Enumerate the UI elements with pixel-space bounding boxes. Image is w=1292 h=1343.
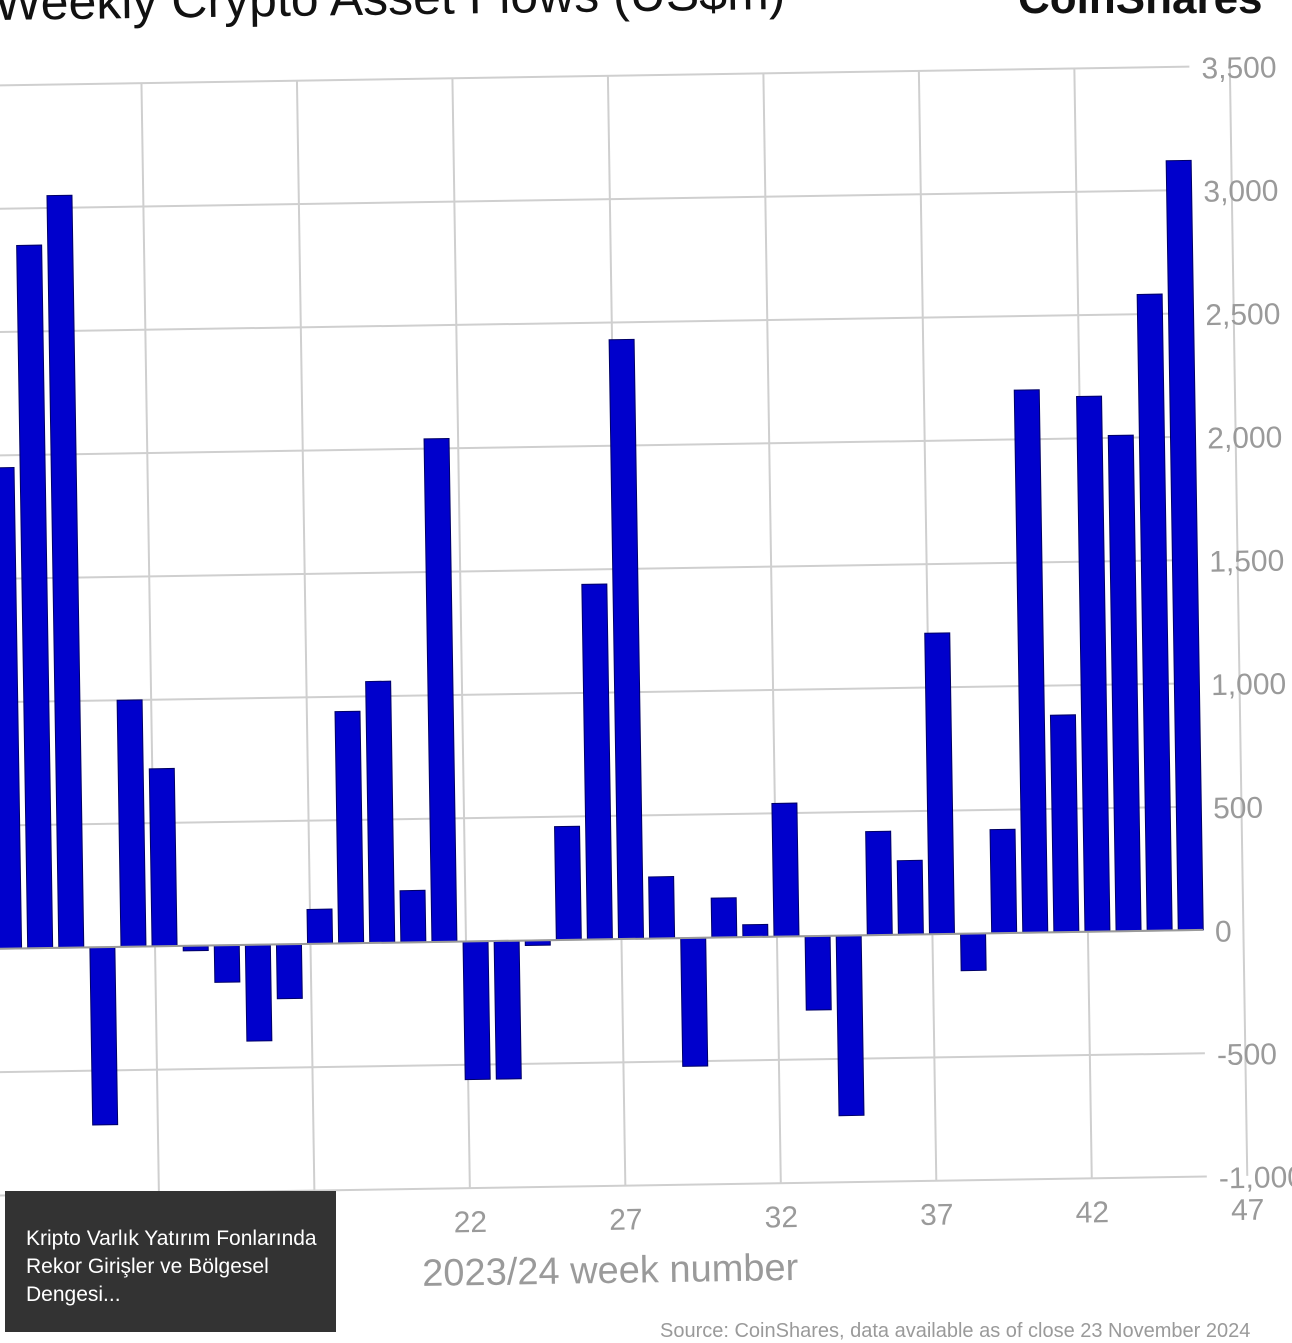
bar-week-11 — [89, 946, 119, 1126]
gridline-vertical — [917, 70, 938, 1181]
bar-week-20 — [365, 680, 396, 944]
y-tick-label: 3,500 — [1201, 51, 1277, 85]
bar-week-17 — [275, 943, 303, 1000]
x-tick-label: 32 — [764, 1201, 798, 1235]
gridline-horizontal — [0, 1052, 1205, 1074]
bar-week-35 — [835, 934, 865, 1117]
y-tick-label: 500 — [1213, 792, 1264, 826]
bar-week-12 — [116, 699, 147, 948]
bar-week-37 — [896, 859, 924, 936]
y-tick-label: -1,000 — [1219, 1161, 1292, 1195]
bar-week-24 — [493, 940, 522, 1080]
bar-week-18 — [306, 908, 334, 945]
y-tick-label: 2,000 — [1207, 421, 1283, 455]
y-tick-label: 3,000 — [1203, 175, 1279, 209]
bar-week-23 — [462, 940, 491, 1081]
bar-week-26 — [554, 825, 582, 941]
bar-week-34 — [804, 935, 832, 1011]
x-axis-label: 2023/24 week number — [422, 1247, 799, 1295]
zero-line — [0, 928, 1203, 950]
bar-week-27 — [581, 583, 613, 941]
bar-week-44 — [1107, 434, 1142, 932]
bar-week-28 — [608, 338, 645, 940]
gridline-horizontal — [0, 558, 1198, 581]
bar-week-30 — [680, 937, 709, 1067]
bar-week-16 — [244, 944, 273, 1042]
bar-week-38 — [924, 632, 955, 935]
y-tick-label: 1,500 — [1209, 545, 1285, 579]
y-tick-label: -500 — [1217, 1038, 1278, 1072]
x-tick-label: 22 — [453, 1206, 487, 1240]
gridline-horizontal — [0, 188, 1192, 211]
bar-week-21 — [399, 889, 427, 944]
bar-week-19 — [334, 710, 365, 944]
gridline-horizontal — [0, 435, 1196, 457]
gridline-vertical — [762, 73, 782, 1184]
article-caption[interactable]: Kripto Varlık Yatırım Fonlarında Rekor G… — [5, 1191, 336, 1332]
bar-week-42 — [1049, 714, 1080, 933]
bar-week-40 — [989, 828, 1018, 934]
bar-week-22 — [423, 437, 458, 943]
bar-week-45 — [1136, 293, 1173, 932]
gridline-vertical — [140, 83, 160, 1194]
bar-week-39 — [960, 932, 987, 972]
gridline-vertical — [1228, 66, 1249, 1176]
bar-week-33 — [771, 802, 800, 938]
x-tick-label: 47 — [1231, 1194, 1265, 1228]
y-tick-label: 0 — [1215, 915, 1232, 948]
bar-week-10 — [46, 194, 85, 949]
x-tick-label: 42 — [1075, 1196, 1109, 1230]
x-tick-label: 27 — [609, 1203, 643, 1237]
bar-week-43 — [1076, 395, 1111, 933]
bar-week-31 — [710, 897, 738, 939]
bar-week-13 — [148, 767, 178, 947]
y-tick-label: 1,000 — [1211, 668, 1287, 702]
bar-week-36 — [865, 830, 893, 936]
bar-week-29 — [648, 876, 676, 940]
gridline-horizontal — [0, 65, 1190, 87]
bar-week-8 — [0, 467, 23, 950]
brand-logo: CoinShares — [1018, 0, 1263, 24]
bar-week-46 — [1165, 159, 1204, 931]
bar-week-9 — [16, 244, 54, 949]
gridline-vertical — [295, 80, 316, 1191]
x-tick-label: 37 — [920, 1199, 954, 1233]
y-tick-label: 2,500 — [1205, 298, 1281, 332]
bar-week-41 — [1013, 389, 1049, 934]
bar-week-32 — [742, 923, 769, 938]
gridline-horizontal — [0, 312, 1194, 334]
bar-week-15 — [213, 944, 241, 983]
